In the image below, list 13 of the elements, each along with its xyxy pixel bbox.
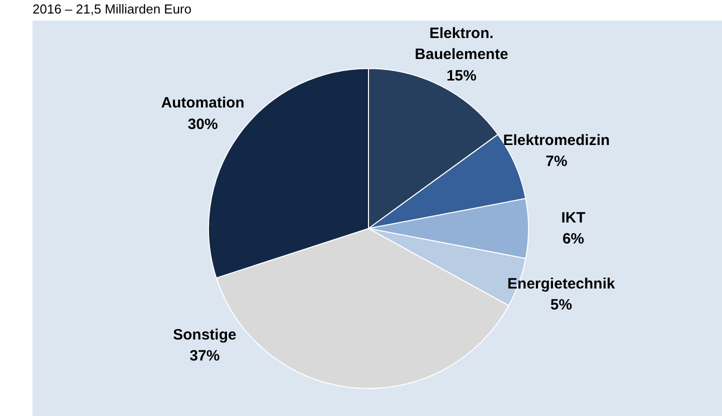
chart-title: 2016 – 21,5 Milliarden Euro	[32, 2, 192, 16]
slice-label: Sonstige	[172, 326, 236, 344]
data-label: 7%	[546, 153, 568, 170]
data-label: 37%	[190, 348, 220, 365]
data-label: 6%	[562, 230, 584, 248]
slice-label: Elektromedizin	[503, 132, 610, 149]
data-label: 5%	[550, 296, 572, 314]
data-label: 15%	[446, 67, 476, 84]
slice-label: Energietechnik	[507, 275, 616, 292]
slice-label: Automation	[161, 94, 244, 112]
slice-label: IKT	[561, 209, 586, 226]
slice-label: Elektron. Bauelemente	[414, 24, 508, 64]
data-label: 30%	[188, 116, 218, 133]
